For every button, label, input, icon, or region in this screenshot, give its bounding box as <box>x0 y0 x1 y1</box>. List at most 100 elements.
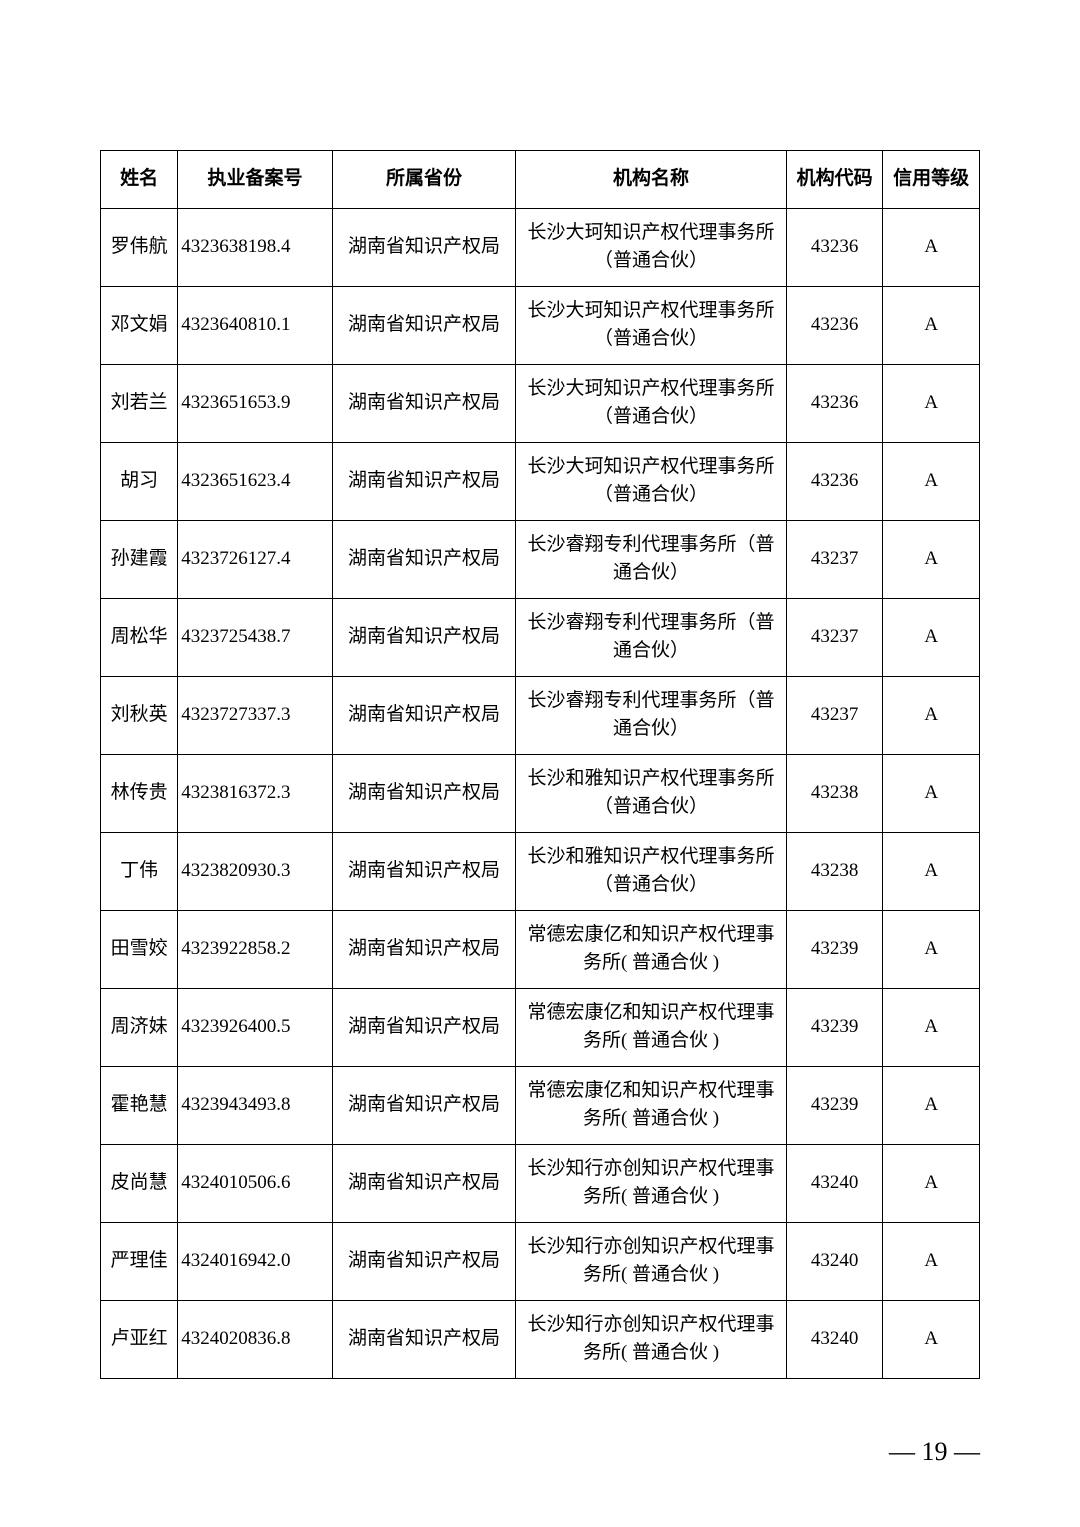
cell-license: 4323651623.4 <box>178 442 333 520</box>
table-row: 丁伟4323820930.3湖南省知识产权局长沙和雅知识产权代理事务所（普通合伙… <box>101 832 980 910</box>
cell-grade: A <box>883 1066 980 1144</box>
cell-province: 湖南省知识产权局 <box>332 1066 516 1144</box>
cell-province: 湖南省知识产权局 <box>332 520 516 598</box>
table-row: 皮尚慧4324010506.6湖南省知识产权局长沙知行亦创知识产权代理事务所( … <box>101 1144 980 1222</box>
cell-license: 4323638198.4 <box>178 208 333 286</box>
cell-code: 43237 <box>786 520 883 598</box>
cell-province: 湖南省知识产权局 <box>332 286 516 364</box>
cell-license: 4323726127.4 <box>178 520 333 598</box>
cell-code: 43240 <box>786 1144 883 1222</box>
cell-province: 湖南省知识产权局 <box>332 1144 516 1222</box>
column-header: 信用等级 <box>883 151 980 209</box>
table-row: 周济妹4323926400.5湖南省知识产权局常德宏康亿和知识产权代理事务所( … <box>101 988 980 1066</box>
cell-institution: 长沙知行亦创知识产权代理事务所( 普通合伙 ) <box>516 1300 786 1378</box>
cell-name: 邓文娟 <box>101 286 178 364</box>
cell-code: 43238 <box>786 832 883 910</box>
cell-province: 湖南省知识产权局 <box>332 442 516 520</box>
cell-grade: A <box>883 364 980 442</box>
cell-institution: 常德宏康亿和知识产权代理事务所( 普通合伙 ) <box>516 1066 786 1144</box>
cell-province: 湖南省知识产权局 <box>332 988 516 1066</box>
cell-code: 43239 <box>786 988 883 1066</box>
cell-grade: A <box>883 520 980 598</box>
cell-name: 孙建霞 <box>101 520 178 598</box>
cell-province: 湖南省知识产权局 <box>332 598 516 676</box>
cell-name: 丁伟 <box>101 832 178 910</box>
cell-license: 4324020836.8 <box>178 1300 333 1378</box>
table-row: 卢亚红4324020836.8湖南省知识产权局长沙知行亦创知识产权代理事务所( … <box>101 1300 980 1378</box>
cell-province: 湖南省知识产权局 <box>332 754 516 832</box>
cell-institution: 常德宏康亿和知识产权代理事务所( 普通合伙 ) <box>516 988 786 1066</box>
cell-grade: A <box>883 988 980 1066</box>
table-row: 胡习4323651623.4湖南省知识产权局长沙大珂知识产权代理事务所（普通合伙… <box>101 442 980 520</box>
cell-grade: A <box>883 1222 980 1300</box>
cell-license: 4323820930.3 <box>178 832 333 910</box>
cell-name: 周松华 <box>101 598 178 676</box>
cell-code: 43236 <box>786 208 883 286</box>
table-row: 霍艳慧4323943493.8湖南省知识产权局常德宏康亿和知识产权代理事务所( … <box>101 1066 980 1144</box>
page-number: — 19 — <box>889 1437 980 1467</box>
cell-institution: 长沙知行亦创知识产权代理事务所( 普通合伙 ) <box>516 1222 786 1300</box>
cell-code: 43238 <box>786 754 883 832</box>
cell-code: 43240 <box>786 1300 883 1378</box>
cell-name: 严理佳 <box>101 1222 178 1300</box>
cell-institution: 长沙大珂知识产权代理事务所（普通合伙） <box>516 208 786 286</box>
cell-institution: 长沙睿翔专利代理事务所（普通合伙） <box>516 676 786 754</box>
cell-institution: 长沙睿翔专利代理事务所（普通合伙） <box>516 598 786 676</box>
data-table: 姓名执业备案号所属省份机构名称机构代码信用等级 罗伟航4323638198.4湖… <box>100 150 980 1379</box>
cell-code: 43236 <box>786 442 883 520</box>
cell-name: 皮尚慧 <box>101 1144 178 1222</box>
table-row: 刘若兰4323651653.9湖南省知识产权局长沙大珂知识产权代理事务所（普通合… <box>101 364 980 442</box>
cell-name: 刘若兰 <box>101 364 178 442</box>
cell-grade: A <box>883 286 980 364</box>
cell-grade: A <box>883 910 980 988</box>
cell-institution: 常德宏康亿和知识产权代理事务所( 普通合伙 ) <box>516 910 786 988</box>
cell-institution: 长沙和雅知识产权代理事务所（普通合伙） <box>516 754 786 832</box>
cell-name: 周济妹 <box>101 988 178 1066</box>
cell-institution: 长沙睿翔专利代理事务所（普通合伙） <box>516 520 786 598</box>
column-header: 所属省份 <box>332 151 516 209</box>
cell-name: 田雪姣 <box>101 910 178 988</box>
cell-institution: 长沙大珂知识产权代理事务所（普通合伙） <box>516 442 786 520</box>
cell-code: 43236 <box>786 286 883 364</box>
table-row: 周松华4323725438.7湖南省知识产权局长沙睿翔专利代理事务所（普通合伙）… <box>101 598 980 676</box>
cell-institution: 长沙大珂知识产权代理事务所（普通合伙） <box>516 286 786 364</box>
cell-license: 4323640810.1 <box>178 286 333 364</box>
cell-institution: 长沙大珂知识产权代理事务所（普通合伙） <box>516 364 786 442</box>
cell-license: 4323725438.7 <box>178 598 333 676</box>
cell-code: 43240 <box>786 1222 883 1300</box>
cell-license: 4323922858.2 <box>178 910 333 988</box>
column-header: 执业备案号 <box>178 151 333 209</box>
cell-code: 43239 <box>786 910 883 988</box>
cell-name: 罗伟航 <box>101 208 178 286</box>
table-row: 严理佳4324016942.0湖南省知识产权局长沙知行亦创知识产权代理事务所( … <box>101 1222 980 1300</box>
cell-name: 卢亚红 <box>101 1300 178 1378</box>
cell-name: 胡习 <box>101 442 178 520</box>
cell-province: 湖南省知识产权局 <box>332 832 516 910</box>
cell-province: 湖南省知识产权局 <box>332 1300 516 1378</box>
cell-province: 湖南省知识产权局 <box>332 910 516 988</box>
cell-grade: A <box>883 1300 980 1378</box>
cell-license: 4324016942.0 <box>178 1222 333 1300</box>
cell-institution: 长沙和雅知识产权代理事务所（普通合伙） <box>516 832 786 910</box>
cell-code: 43237 <box>786 598 883 676</box>
table-row: 邓文娟4323640810.1湖南省知识产权局长沙大珂知识产权代理事务所（普通合… <box>101 286 980 364</box>
cell-grade: A <box>883 754 980 832</box>
cell-license: 4323651653.9 <box>178 364 333 442</box>
column-header: 姓名 <box>101 151 178 209</box>
cell-province: 湖南省知识产权局 <box>332 1222 516 1300</box>
column-header: 机构代码 <box>786 151 883 209</box>
cell-code: 43236 <box>786 364 883 442</box>
cell-province: 湖南省知识产权局 <box>332 676 516 754</box>
table-row: 田雪姣4323922858.2湖南省知识产权局常德宏康亿和知识产权代理事务所( … <box>101 910 980 988</box>
cell-grade: A <box>883 676 980 754</box>
cell-license: 4324010506.6 <box>178 1144 333 1222</box>
cell-code: 43237 <box>786 676 883 754</box>
cell-institution: 长沙知行亦创知识产权代理事务所( 普通合伙 ) <box>516 1144 786 1222</box>
cell-license: 4323943493.8 <box>178 1066 333 1144</box>
cell-name: 林传贵 <box>101 754 178 832</box>
cell-grade: A <box>883 1144 980 1222</box>
column-header: 机构名称 <box>516 151 786 209</box>
cell-license: 4323727337.3 <box>178 676 333 754</box>
table-row: 刘秋英4323727337.3湖南省知识产权局长沙睿翔专利代理事务所（普通合伙）… <box>101 676 980 754</box>
cell-province: 湖南省知识产权局 <box>332 208 516 286</box>
